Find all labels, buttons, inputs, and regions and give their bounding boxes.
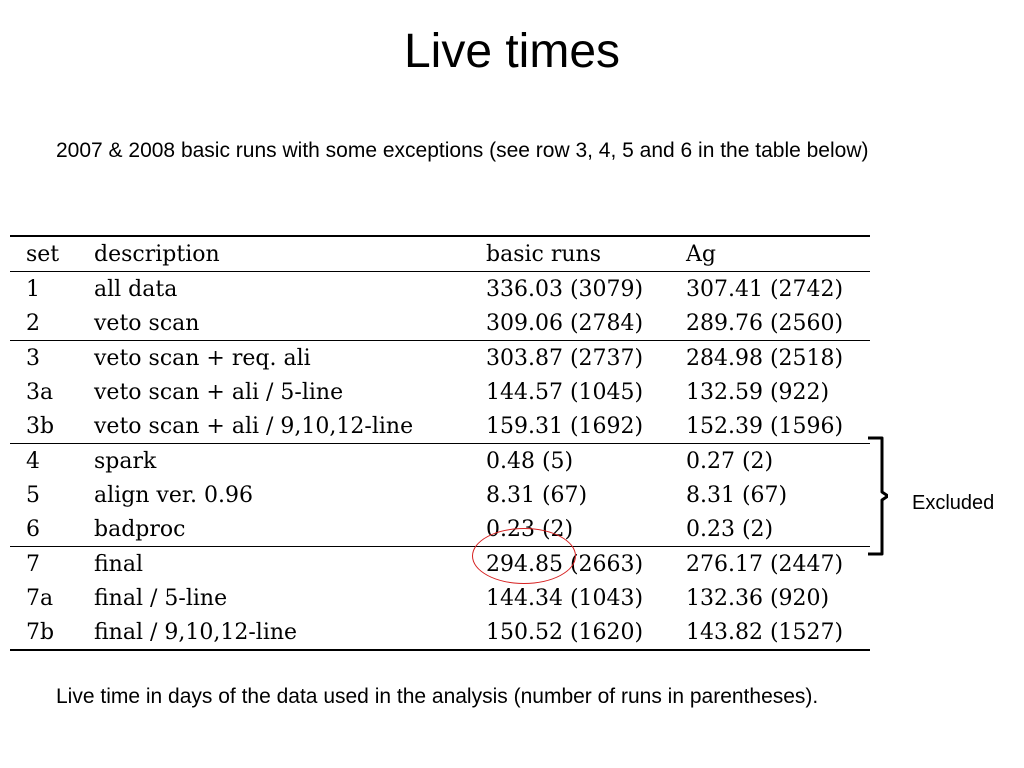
cell-basic-runs: 303.87 (2737) bbox=[486, 340, 686, 375]
slide-title: Live times bbox=[403, 25, 621, 78]
cell-basic-runs: 144.57 (1045) bbox=[486, 379, 644, 405]
cell-ag: 132.36 (920) bbox=[686, 585, 830, 611]
cell-basic-runs: 150.52 (1620) bbox=[486, 615, 686, 651]
header-basic-runs: basic runs bbox=[486, 235, 686, 272]
cell-description: veto scan bbox=[94, 310, 200, 336]
cell-description: veto scan + req. ali bbox=[94, 340, 486, 375]
cell-ag: 143.82 (1527) bbox=[686, 615, 870, 651]
excluded-bracket bbox=[868, 436, 888, 556]
cell-ag: 307.41 (2742) bbox=[686, 276, 844, 302]
cell-description: spark bbox=[94, 443, 486, 478]
cell-description: final / 5-line bbox=[94, 585, 228, 611]
cell-set: 6 bbox=[26, 516, 40, 542]
cell-basic-runs: 309.06 (2784) bbox=[486, 310, 644, 336]
cell-set: 3 bbox=[10, 340, 94, 375]
cell-description: badproc bbox=[94, 516, 186, 542]
caption-text: Live time in days of the data used in th… bbox=[56, 685, 819, 708]
table-row: 3a veto scan + ali / 5-line 144.57 (1045… bbox=[10, 375, 870, 409]
cell-set: 3a bbox=[26, 379, 54, 405]
cell-ag: 0.27 (2) bbox=[686, 443, 870, 478]
cell-ag: 276.17 (2447) bbox=[686, 546, 870, 581]
cell-ag: 132.59 (922) bbox=[686, 379, 830, 405]
header-description: description bbox=[94, 235, 486, 272]
cell-basic-runs: 8.31 (67) bbox=[486, 482, 588, 508]
cell-basic-runs: 336.03 (3079) bbox=[486, 276, 644, 302]
cell-set: 5 bbox=[26, 482, 40, 508]
table-row: 1 all data 336.03 (3079) 307.41 (2742) bbox=[10, 272, 870, 307]
table-row: 7 final 294.85 (2663) 276.17 (2447) bbox=[10, 546, 870, 581]
cell-basic-runs: 144.34 (1043) bbox=[486, 585, 644, 611]
cell-set: 4 bbox=[10, 443, 94, 478]
cell-description: veto scan + ali / 5-line bbox=[94, 379, 344, 405]
cell-set: 3b bbox=[26, 413, 55, 439]
cell-description: align ver. 0.96 bbox=[94, 482, 253, 508]
cell-basic-runs: 0.48 (5) bbox=[486, 443, 686, 478]
cell-ag: 8.31 (67) bbox=[686, 482, 788, 508]
header-ag: Ag bbox=[686, 235, 870, 272]
cell-basic-runs: 159.31 (1692) bbox=[486, 413, 644, 439]
table-row: 7b final / 9,10,12-line 150.52 (1620) 14… bbox=[10, 615, 870, 651]
cell-ag: 0.23 (2) bbox=[686, 516, 774, 542]
table-row: 4 spark 0.48 (5) 0.27 (2) bbox=[10, 443, 870, 478]
intro-text: 2007 & 2008 basic runs with some excepti… bbox=[56, 139, 869, 162]
cell-set: 7 bbox=[10, 546, 94, 581]
excluded-label: Excluded bbox=[912, 492, 995, 514]
header-set: set bbox=[10, 235, 94, 272]
cell-set: 7a bbox=[26, 585, 54, 611]
table-row: 3b veto scan + ali / 9,10,12-line 159.31… bbox=[10, 409, 870, 444]
live-times-table: set description basic runs Ag 1 all data… bbox=[10, 235, 870, 651]
table-row: 3 veto scan + req. ali 303.87 (2737) 284… bbox=[10, 340, 870, 375]
cell-description: all data bbox=[94, 276, 178, 302]
cell-description: veto scan + ali / 9,10,12-line bbox=[94, 413, 414, 439]
table-row: 7a final / 5-line 144.34 (1043) 132.36 (… bbox=[10, 581, 870, 615]
table-row: 5 align ver. 0.96 8.31 (67) 8.31 (67) bbox=[10, 478, 870, 512]
table-row: 6 badproc 0.23 (2) 0.23 (2) bbox=[10, 512, 870, 547]
table-row: 2 veto scan 309.06 (2784) 289.76 (2560) bbox=[10, 306, 870, 341]
cell-set: 2 bbox=[26, 310, 40, 336]
cell-description: final bbox=[94, 546, 486, 581]
cell-set: 7b bbox=[10, 615, 94, 651]
cell-ag: 289.76 (2560) bbox=[686, 310, 844, 336]
cell-ag: 152.39 (1596) bbox=[686, 413, 844, 439]
highlight-circle-final-basic-runs bbox=[472, 528, 576, 584]
cell-ag: 284.98 (2518) bbox=[686, 340, 870, 375]
cell-description: final / 9,10,12-line bbox=[94, 615, 486, 651]
cell-set: 1 bbox=[26, 276, 40, 302]
table-header-row: set description basic runs Ag bbox=[10, 235, 870, 272]
